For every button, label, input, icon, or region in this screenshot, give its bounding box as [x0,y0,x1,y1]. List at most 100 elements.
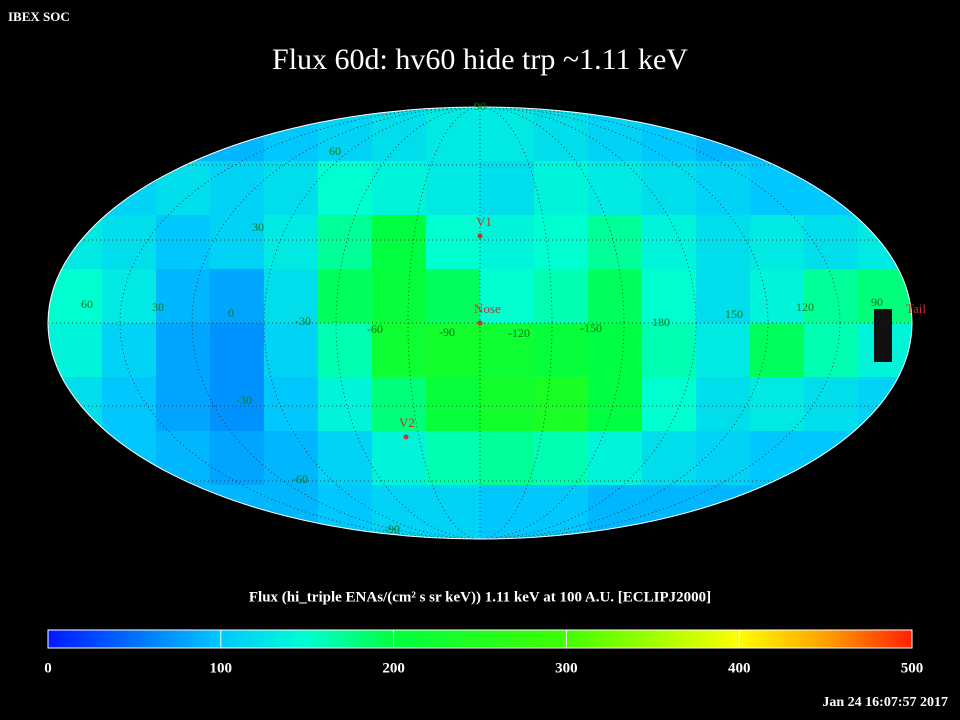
flux-cell [426,269,481,324]
flux-cell [264,161,319,216]
marker-label: V2 [399,415,415,430]
flux-cell [156,107,211,162]
lon-label: -120 [508,326,530,340]
header: IBEX SOC [8,9,70,24]
flux-cell [156,215,211,270]
flux-cell [426,431,481,486]
flux-cell [102,485,157,539]
flux-cell [642,377,697,432]
flux-cell [696,161,751,216]
flux-cell [804,323,859,378]
flux-cell [858,161,912,216]
flux-cell [534,485,589,539]
colorbar [47,629,913,649]
flux-cell [696,485,751,539]
flux-cell [750,485,805,539]
flux-cell [48,215,103,270]
lon-label: 90 [871,295,883,309]
flux-cell [102,377,157,432]
colorbar-tick-label: 300 [555,660,578,676]
lat-label: 90 [474,99,486,113]
lon-label: 120 [796,300,814,314]
flux-cell [588,431,643,486]
flux-cell [642,161,697,216]
colorbar-tick-label: 500 [901,660,924,676]
flux-cell [210,107,265,162]
flux-cell [588,215,643,270]
flux-cell [588,269,643,324]
marker [477,233,483,239]
flux-cell [102,215,157,270]
flux-cell [696,431,751,486]
flux-cell [480,161,535,216]
flux-cell [210,485,265,539]
lat-label: -60 [292,472,308,486]
flux-cell [210,269,265,324]
flux-cell [210,377,265,432]
flux-cell [534,377,589,432]
flux-cell [372,431,427,486]
flux-cell [426,161,481,216]
flux-cell [48,323,103,378]
marker [477,320,483,326]
flux-cell [372,485,427,539]
flux-cell [642,215,697,270]
flux-cell [156,323,211,378]
lon-label: 0 [228,306,234,320]
flux-cell [318,323,373,378]
flux-cell [858,215,912,270]
flux-cell [804,431,859,486]
flux-cell [642,431,697,486]
flux-cell [264,215,319,270]
flux-cell [426,485,481,539]
flux-cell [210,215,265,270]
flux-cell [696,323,751,378]
flux-cell [858,431,912,486]
flux-cell [534,269,589,324]
flux-cell [264,269,319,324]
flux-cell [102,323,157,378]
flux-cell [102,161,157,216]
flux-cell [696,269,751,324]
flux-cell [264,107,319,162]
flux-cell [156,161,211,216]
flux-cell [696,215,751,270]
flux-cell [480,485,535,539]
flux-cell [750,161,805,216]
lon-label: -30 [295,314,311,328]
flux-cell [804,215,859,270]
colorbar-tick-label: 400 [728,660,751,676]
flux-cell [210,431,265,486]
flux-cell [534,431,589,486]
map-border [47,106,913,540]
flux-cell [318,215,373,270]
flux-cell [372,269,427,324]
flux-cell [804,269,859,324]
flux-cell [372,161,427,216]
flux-cell [588,323,643,378]
lon-label: -90 [439,325,455,339]
flux-cell [534,215,589,270]
flux-cell [588,161,643,216]
colorbar-tick-label: 0 [44,660,52,676]
flux-cell [264,431,319,486]
flux-cell [750,323,805,378]
flux-cell [210,161,265,216]
flux-cell [426,215,481,270]
flux-cell [696,107,751,162]
lon-label: 60 [81,297,93,311]
flux-cell [858,107,912,162]
flux-cell [372,107,427,162]
flux-cell [750,107,805,162]
flux-cell [750,269,805,324]
flux-cell [750,215,805,270]
flux-cell [264,377,319,432]
lat-label: -90 [384,522,400,536]
flux-cell [48,269,103,324]
no-data [874,309,892,362]
flux-cell [804,107,859,162]
marker [403,434,409,440]
lon-label: -60 [367,322,383,336]
marker-label: Tail [906,301,926,316]
